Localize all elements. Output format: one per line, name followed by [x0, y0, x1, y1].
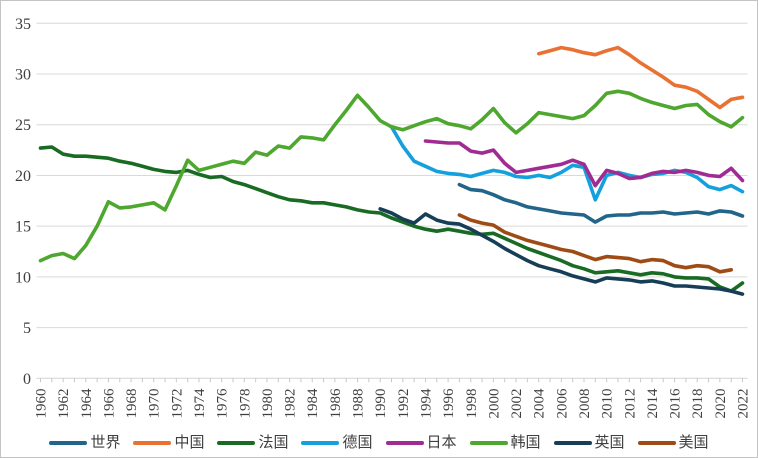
x-axis-tick-label: 1960 [34, 389, 50, 419]
series-line-japan [423, 139, 745, 188]
x-axis-tick-label: 2020 [713, 389, 729, 419]
legend-swatch-china [133, 440, 172, 446]
legend-swatch-uk [553, 440, 592, 446]
x-axis-tick-label: 1994 [418, 388, 434, 419]
legend-label-germany: 德国 [342, 434, 373, 451]
series-line-usa [457, 213, 734, 274]
x-axis-tick-label: 2022 [736, 389, 752, 419]
y-axis-tick-label: 20 [15, 168, 31, 185]
y-axis-tick-label: 25 [15, 117, 31, 134]
legend-label-france: 法国 [258, 434, 289, 451]
x-axis-tick-label: 2006 [554, 388, 570, 419]
series-line-world [457, 182, 745, 224]
x-axis-tick-label: 1970 [147, 389, 163, 419]
legend-item-china: 中国 [133, 434, 205, 451]
y-axis-tick-label: 35 [15, 16, 31, 33]
x-axis-tick-label: 1974 [192, 388, 208, 419]
legend-item-uk: 英国 [553, 434, 625, 451]
x-axis-tick-label: 2012 [622, 389, 638, 419]
x-axis-tick-label: 1986 [328, 388, 344, 419]
x-axis-tick-label: 1996 [441, 388, 457, 419]
x-axis-tick-label: 1984 [305, 388, 321, 419]
x-axis-tick-label: 1990 [373, 389, 389, 419]
y-axis-tick-label: 30 [15, 67, 31, 84]
legend-swatch-japan [385, 440, 424, 446]
x-axis-tick-label: 2000 [486, 389, 502, 419]
x-axis-tick-label: 1982 [283, 389, 299, 419]
x-axis-tick-label: 2002 [509, 389, 525, 419]
legend-item-usa: 美国 [637, 434, 709, 451]
series-line-uk [378, 207, 745, 296]
legend-swatch-usa [637, 440, 676, 446]
x-axis-tick-label: 1972 [169, 389, 185, 419]
chart-legend: 世界 中国 法国 德国 日本 韩国 英国 美国 [1, 432, 757, 454]
x-axis-tick-label: 2008 [577, 389, 593, 419]
x-axis-tick-label: 1962 [56, 389, 72, 419]
series-line-korea [38, 89, 745, 263]
x-axis-tick-label: 1980 [260, 389, 276, 419]
x-axis-tick-label: 2004 [532, 388, 548, 419]
x-axis-tick-label: 1968 [124, 389, 140, 419]
legend-label-world: 世界 [90, 434, 121, 451]
x-axis-tick-label: 2016 [668, 388, 684, 419]
legend-item-france: 法国 [217, 434, 289, 451]
x-axis-tick-label: 2014 [645, 388, 661, 419]
legend-item-japan: 日本 [385, 434, 457, 451]
legend-swatch-korea [469, 440, 508, 446]
legend-label-korea: 韩国 [510, 434, 541, 451]
legend-label-uk: 英国 [594, 434, 625, 451]
legend-swatch-world [49, 440, 88, 446]
x-axis-tick-label: 2018 [690, 389, 706, 419]
legend-label-japan: 日本 [426, 434, 457, 451]
x-axis-tick-label: 1966 [101, 388, 117, 419]
y-axis-tick-label: 15 [15, 219, 31, 236]
legend-item-germany: 德国 [301, 434, 373, 451]
x-axis-tick-label: 1988 [351, 389, 367, 419]
series-line-france [38, 145, 745, 293]
x-axis-tick-label: 2010 [600, 389, 616, 419]
legend-swatch-france [217, 440, 256, 446]
x-axis-tick-label: 1992 [396, 389, 412, 419]
x-axis-tick-label: 1978 [237, 389, 253, 419]
legend-label-china: 中国 [174, 434, 205, 451]
y-axis-tick-label: 0 [23, 371, 31, 388]
legend-item-world: 世界 [49, 434, 121, 451]
legend-swatch-germany [301, 440, 340, 446]
x-axis-tick-label: 1976 [215, 388, 231, 419]
legend-item-korea: 韩国 [469, 434, 541, 451]
y-axis-tick-label: 5 [23, 320, 31, 337]
x-axis-tick-label: 1964 [79, 388, 95, 419]
series-line-china [536, 45, 745, 110]
x-axis-tick-label: 1998 [464, 389, 480, 419]
legend-label-usa: 美国 [678, 434, 709, 451]
y-axis-tick-label: 10 [15, 269, 31, 286]
